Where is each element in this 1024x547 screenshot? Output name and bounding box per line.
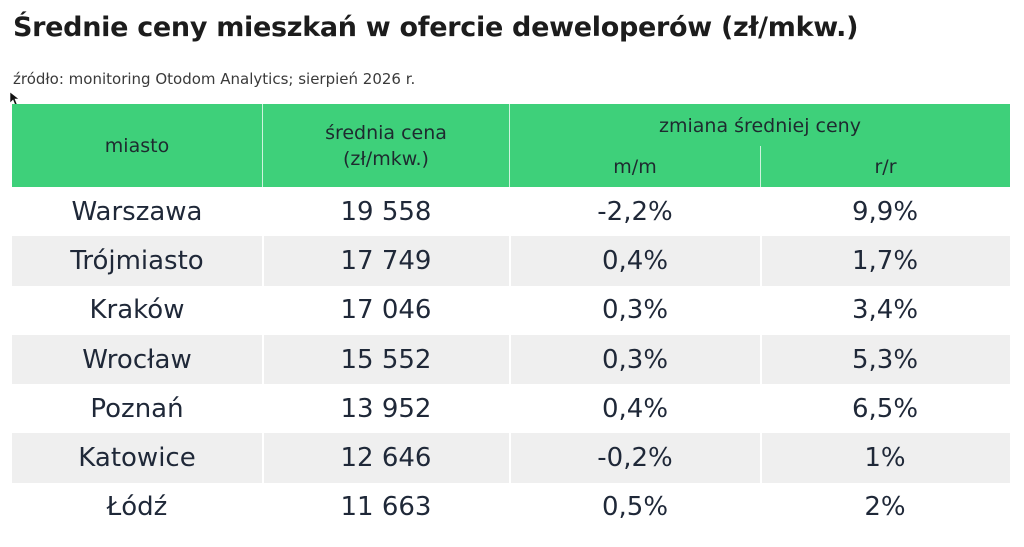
price-cell: 17 046 <box>340 295 432 326</box>
change-rr-cell: 1% <box>864 443 906 474</box>
table-row: Łódź 11 663 0,5% 2% <box>12 483 1010 532</box>
price-cell: 11 663 <box>340 492 432 523</box>
header-price: średnia cena (zł/mkw.) <box>325 121 447 170</box>
city-cell: Wrocław <box>82 344 192 375</box>
table-row: Trójmiasto 17 749 0,4% 1,7% <box>12 236 1010 286</box>
change-rr-cell: 5,3% <box>851 344 919 375</box>
price-cell: 19 558 <box>340 196 432 227</box>
city-cell: Katowice <box>78 443 196 474</box>
header-city: miasto <box>104 134 170 157</box>
table-row: Wrocław 15 552 0,3% 5,3% <box>12 334 1010 385</box>
change-mm-cell: 0,3% <box>601 344 669 375</box>
source-note: źródło: monitoring Otodom Analytics; sie… <box>13 70 416 88</box>
price-table: miasto średnia cena (zł/mkw.) zmiana śre… <box>12 104 1010 532</box>
change-rr-cell: 6,5% <box>851 393 919 424</box>
city-cell: Łódź <box>106 492 168 523</box>
table-row: Warszawa 19 558 -2,2% 9,9% <box>12 187 1010 236</box>
price-cell: 13 952 <box>340 393 432 424</box>
change-rr-cell: 1,7% <box>851 245 919 276</box>
change-rr-cell: 3,4% <box>851 295 919 326</box>
table-row: Kraków 17 046 0,3% 3,4% <box>12 286 1010 335</box>
city-cell: Warszawa <box>71 196 203 227</box>
change-mm-cell: 0,5% <box>601 492 669 523</box>
price-cell: 17 749 <box>340 245 432 276</box>
table-header: miasto średnia cena (zł/mkw.) zmiana śre… <box>12 104 1010 187</box>
page-title: Średnie ceny mieszkań w ofercie dewelope… <box>13 12 859 43</box>
change-mm-cell: -0,2% <box>597 443 673 474</box>
change-mm-cell: -2,2% <box>597 196 673 227</box>
change-mm-cell: 0,4% <box>601 393 669 424</box>
city-cell: Poznań <box>90 393 184 424</box>
city-cell: Trójmiasto <box>70 245 204 276</box>
header-rr: r/r <box>874 155 897 178</box>
price-cell: 12 646 <box>340 443 432 474</box>
change-rr-cell: 9,9% <box>851 196 919 227</box>
change-rr-cell: 2% <box>864 492 906 523</box>
table-body: Warszawa 19 558 -2,2% 9,9% Trójmiasto 17 749 0… <box>12 187 1010 532</box>
header-mm: m/m <box>613 155 657 178</box>
change-mm-cell: 0,4% <box>601 245 669 276</box>
header-change-group: zmiana średniej ceny <box>659 115 861 137</box>
city-cell: Kraków <box>89 295 185 326</box>
table-row: Poznań 13 952 0,4% 6,5% <box>12 384 1010 433</box>
table-row: Katowice 12 646 -0,2% 1% <box>12 433 1010 483</box>
price-cell: 15 552 <box>340 344 432 375</box>
change-mm-cell: 0,3% <box>601 295 669 326</box>
